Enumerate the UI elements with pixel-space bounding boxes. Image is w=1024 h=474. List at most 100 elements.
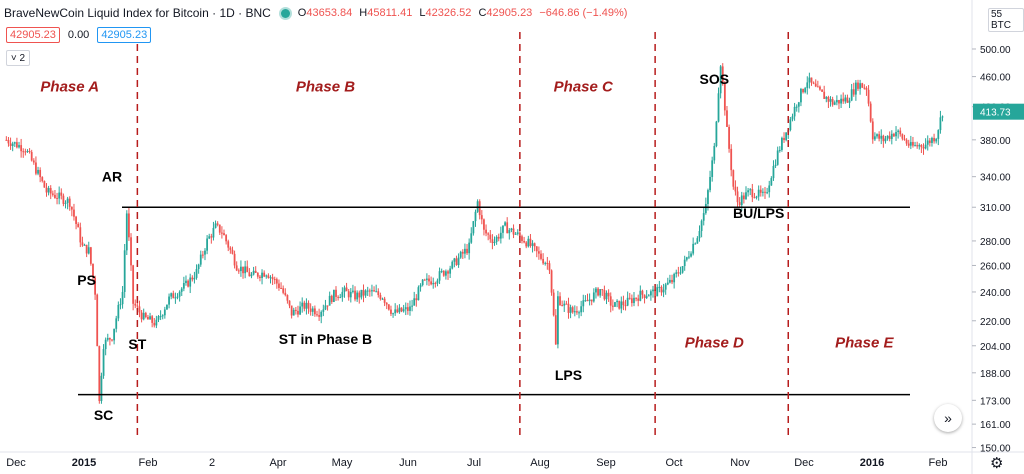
candle-body (768, 185, 771, 193)
candle-body (791, 116, 794, 120)
candle-body (597, 288, 599, 296)
price-axis[interactable]: 500.00460.00420.00380.00340.00310.00280.… (971, 0, 1024, 474)
candle-body (62, 195, 65, 204)
symbol-title[interactable]: BraveNewCoin Liquid Index for Bitcoin · … (4, 6, 271, 20)
collapse-indicators-button[interactable]: ˅ 2 (6, 50, 30, 66)
candle-body (728, 126, 730, 149)
candle-body (128, 213, 130, 238)
symbol-legend[interactable]: BraveNewCoin Liquid Index for Bitcoin · … (4, 4, 631, 22)
candle-body (138, 306, 141, 313)
ohlc-key: O (297, 7, 307, 19)
candle-body (94, 277, 96, 295)
candle-body (546, 262, 549, 264)
candle-body (32, 160, 35, 163)
candle-body (740, 195, 743, 206)
candle-body (871, 121, 874, 140)
candle-body (480, 215, 483, 220)
phase-label: Phase D (685, 334, 744, 351)
candle-body (630, 298, 633, 304)
candle-body (85, 244, 88, 254)
candle-body (123, 250, 126, 292)
candle-body (531, 243, 534, 246)
candle-body (478, 201, 481, 216)
wyckoff-annotation: LPS (555, 367, 582, 383)
candle-body (307, 302, 310, 309)
candle-body (854, 82, 857, 95)
candlestick-series (5, 63, 944, 404)
candle-body (639, 290, 642, 301)
candle-body (607, 292, 610, 297)
change-value: −646.86 (−1.49%) (539, 7, 628, 19)
candle-body (404, 307, 407, 310)
candle-body (886, 135, 889, 139)
y-tick-label: 340.00 (980, 173, 1011, 184)
candle-body (774, 164, 777, 166)
candle-body (704, 203, 707, 214)
candle-body (140, 312, 143, 320)
candle-body (793, 106, 796, 117)
candle-body (197, 264, 200, 270)
currency-code: BTC (991, 20, 1011, 31)
candle-body (37, 169, 39, 174)
candle-body (70, 206, 73, 210)
candle-body (153, 322, 156, 326)
candle-body (679, 272, 682, 274)
candle-body (559, 296, 561, 306)
candle-body (525, 242, 528, 247)
candle-body (700, 220, 703, 232)
y-tick-label: 150.00 (980, 444, 1011, 455)
candle-body (624, 305, 627, 307)
wyckoff-annotation: SOS (700, 71, 730, 87)
candle-body (288, 300, 291, 306)
gear-icon[interactable]: ⚙ (990, 455, 1004, 472)
candle-body (620, 301, 623, 309)
candle-body (413, 298, 416, 306)
candle-body (928, 140, 931, 143)
candle-body (11, 143, 14, 146)
scroll-to-realtime-button[interactable]: » (934, 404, 962, 432)
candle-body (43, 181, 46, 188)
candle-body (609, 296, 612, 306)
candle-body (747, 190, 750, 193)
candle-body (721, 66, 724, 83)
candle-body (474, 211, 477, 222)
candle-body (218, 224, 221, 233)
buy-price-box[interactable]: 42905.23 (97, 27, 152, 43)
candle-body (819, 86, 821, 90)
sell-price-box[interactable]: 42905.23 (6, 27, 60, 43)
candle-body (273, 279, 276, 281)
candle-body (22, 151, 25, 153)
time-axis[interactable]: Dec 2015 Feb 2 Apr May Jun Jul Aug Sep Oct Nov Dec 20… (0, 451, 1024, 469)
y-tick-label: 260.00 (980, 261, 1011, 272)
candle-body (390, 309, 392, 314)
candle-body (373, 290, 375, 292)
candle-body (398, 307, 401, 313)
candle-body (199, 254, 202, 265)
candle-body (573, 311, 576, 313)
candle-body (876, 134, 878, 137)
candle-body (719, 66, 722, 94)
candle-body (73, 209, 75, 217)
candle-body (907, 143, 910, 146)
phase-label: Phase B (296, 78, 355, 95)
candle-body (795, 106, 798, 108)
candle-body (785, 132, 788, 141)
wyckoff-annotation: SC (94, 407, 113, 423)
candle-body (286, 295, 289, 301)
candle-body (542, 258, 545, 264)
candle-body (303, 302, 306, 309)
x-tick-label: May (332, 457, 353, 469)
candle-body (685, 257, 688, 260)
candle-body (802, 88, 804, 93)
candle-body (893, 133, 895, 137)
candle-body (635, 297, 638, 299)
candle-body (916, 145, 919, 147)
candle-body (698, 231, 701, 239)
candle-body (557, 296, 559, 345)
candle-body (664, 284, 667, 290)
candle-body (358, 292, 361, 298)
candle-body (616, 300, 618, 303)
x-tick-label: 2 (209, 457, 215, 469)
candle-body (504, 222, 506, 226)
